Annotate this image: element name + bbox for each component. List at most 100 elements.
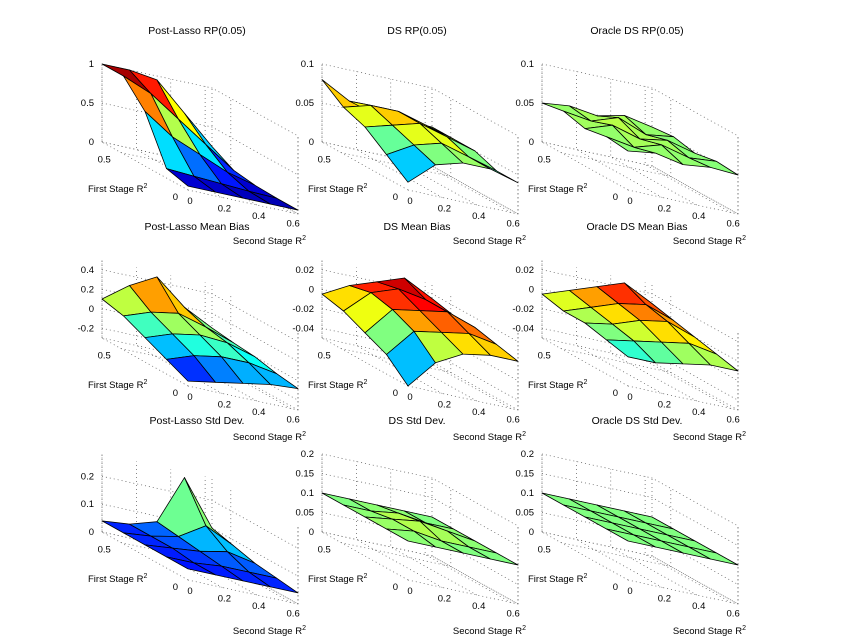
x-tick-label: 0.2 [218,594,231,605]
grid-line [101,454,189,581]
grid-line [576,267,663,394]
z-tick-label: 1 [89,59,94,70]
grid-line [321,337,433,363]
surface-facet [468,546,519,566]
z-tick-label: 0.2 [521,449,534,460]
y-axis-label: First Stage R2 [528,379,587,391]
x-tick-label: 0.6 [507,609,520,620]
z-tick-label: 0.1 [301,488,314,499]
z-tick-label: 0.15 [296,469,315,480]
chart-title: DS RP(0.05) [387,25,447,37]
grid-line [101,288,299,362]
z-tick-label: -0.02 [512,304,534,315]
z-tick-label: 0 [89,304,94,315]
y-axis-label: First Stage R2 [528,573,587,585]
chart-panel: DS Mean Bias -0.04 -0.02 0 0.02 0 0.2 0.4 0.6 0 0.… [292,221,526,443]
y-axis-label: First Stage R2 [308,183,367,195]
x-axis-label: Second Stage R2 [673,625,746,637]
grid-line [541,269,739,343]
y-tick-label: 0.5 [538,351,551,362]
z-tick-label: 0.05 [516,508,535,519]
chart-title: Oracle DS Mean Bias [587,221,688,233]
chart-panel: Post-Lasso RP(0.05) 0 0.5 1 0 0.2 0.4 0.6 0 0.5 Se… [81,25,306,247]
chart-title: Post-Lasso RP(0.05) [148,25,245,37]
grid-line [321,269,519,343]
grid-line [541,454,629,581]
grid-line [321,260,409,387]
y-axis-label: First Stage R2 [88,573,147,585]
x-tick-label: 0.6 [727,219,740,230]
y-axis-label: First Stage R2 [308,573,367,585]
grid-line [560,98,672,177]
z-tick-label: 0 [529,137,534,148]
x-tick-label: 0.4 [692,211,705,222]
y-axis-label: First Stage R2 [308,379,367,391]
y-tick-label: 0 [173,192,178,203]
chart-panel: DS Std Dev. 0 0.05 0.1 0.15 0.2 0 0.2 0.4 0.6 0 0.5… [296,415,527,637]
x-tick-label: 0.4 [252,407,265,418]
grid-line [541,64,629,191]
x-tick-label: 0.2 [438,400,451,411]
grid-line [644,476,732,603]
z-tick-label: 0.2 [81,471,94,482]
x-axis-label: Second Stage R2 [233,431,306,443]
grid-line [356,461,443,588]
z-tick-label: 0 [309,137,314,148]
y-tick-label: 0 [613,192,618,203]
grid-line [211,361,299,411]
y-tick-label: 0.5 [98,351,111,362]
x-tick-label: 0 [187,586,192,597]
grid-line [170,469,257,596]
x-tick-label: 0 [407,586,412,597]
grid-line [101,269,299,343]
chart-title: Post-Lasso Mean Bias [144,221,249,233]
z-tick-label: 0.15 [516,469,535,480]
surface-facet [248,571,299,594]
grid-line [101,475,299,549]
grid-line [651,165,739,215]
grid-line [204,476,292,603]
x-axis-label: Second Stage R2 [453,431,526,443]
grid-line [187,136,299,215]
chart-title: Oracle DS Std Dev. [592,415,683,427]
y-tick-label: 0.5 [538,545,551,556]
surface-facet [688,342,739,372]
chart-title: DS Mean Bias [383,221,450,233]
grid-line [541,531,739,605]
surface-facet [248,190,299,211]
grid-line [356,71,443,198]
x-tick-label: 0.2 [438,204,451,215]
surface-facet [688,157,739,176]
chart-title: DS Std Dev. [389,415,446,427]
x-tick-label: 0.2 [218,204,231,215]
grid-line [644,86,732,213]
grid-line [204,282,292,409]
y-tick-label: 0 [393,192,398,203]
z-tick-label: 0.05 [296,508,315,519]
z-tick-label: 0.02 [296,265,315,276]
surface-facet [468,156,519,184]
x-axis-label: Second Stage R2 [453,625,526,637]
z-tick-label: 0.05 [296,98,315,109]
chart-title: Post-Lasso Std Dev. [150,415,245,427]
grid-line [541,260,629,387]
x-tick-label: 0.6 [507,415,520,426]
x-tick-label: 0.6 [507,219,520,230]
grid-line [651,361,739,411]
y-tick-label: 0 [173,388,178,399]
x-tick-label: 0 [407,196,412,207]
grid-line [340,488,452,567]
grid-line [321,453,519,527]
z-tick-label: 0 [529,284,534,295]
x-tick-label: 0.2 [658,400,671,411]
grid-line [627,136,739,215]
grid-line [576,461,663,588]
surface-facet [321,79,372,108]
z-tick-label: 0.1 [301,59,314,70]
z-tick-label: 0.2 [81,284,94,295]
grid-line [187,332,299,411]
x-tick-label: 0.4 [472,601,485,612]
x-tick-label: 0.6 [727,415,740,426]
x-tick-label: 0.4 [692,601,705,612]
